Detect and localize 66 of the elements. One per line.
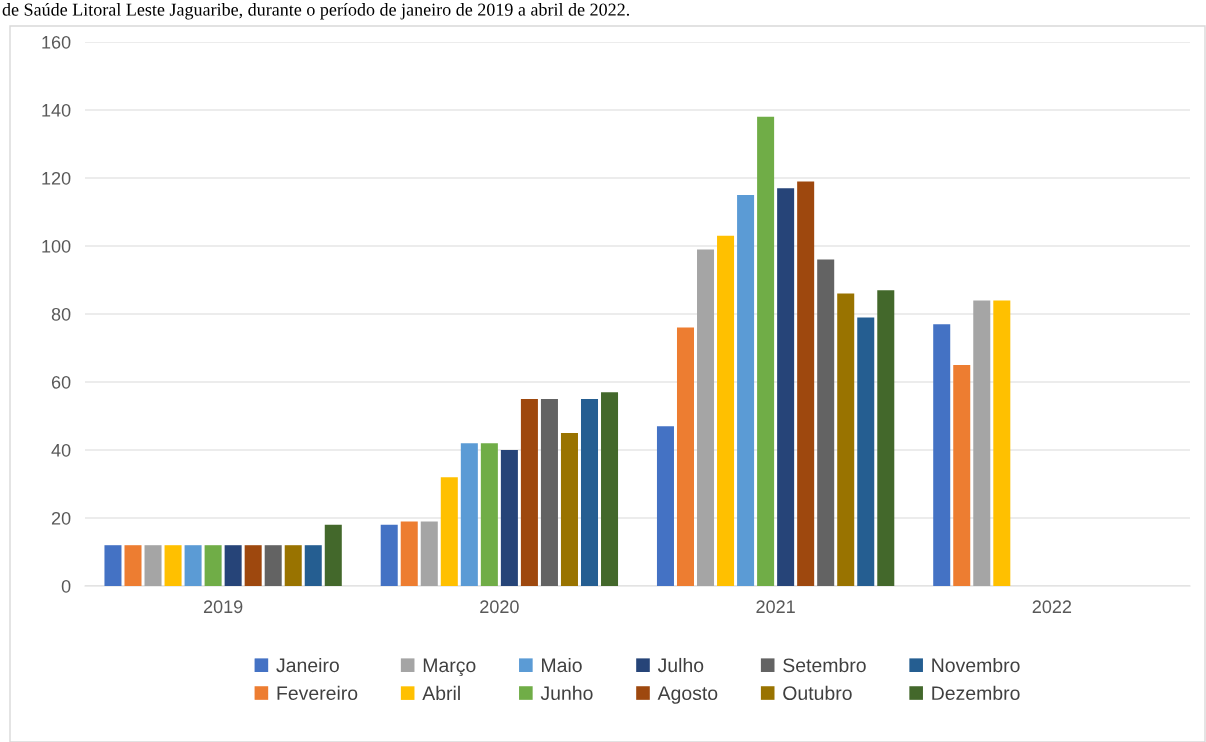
bar [817, 259, 835, 586]
bar [460, 443, 478, 586]
x-tick-label: 2022 [1032, 600, 1072, 614]
x-tick-label: 2020 [480, 600, 519, 614]
bar [697, 249, 715, 586]
bar [777, 188, 795, 586]
bar [877, 290, 895, 586]
legend-label: Julho [657, 657, 704, 673]
bar [380, 524, 398, 586]
bar [244, 545, 262, 586]
bar [440, 477, 458, 586]
legend-label: Agosto [657, 686, 718, 704]
bar [480, 443, 498, 586]
bar [400, 521, 418, 586]
bar [540, 399, 558, 586]
y-tick-label: 140 [42, 103, 71, 117]
legend-label: Junho [540, 685, 593, 701]
y-tick-label: 20 [51, 511, 71, 525]
y-tick-label: 60 [51, 375, 71, 389]
bar [717, 235, 735, 586]
bar [953, 365, 971, 586]
bar [284, 545, 302, 586]
bar [144, 545, 162, 586]
bar [204, 545, 222, 586]
bar [500, 450, 518, 586]
y-tick-label: 120 [42, 171, 71, 185]
bar [656, 426, 674, 586]
bar [580, 399, 599, 586]
legend-label: Maio [542, 657, 582, 673]
bar [797, 181, 815, 586]
bar [993, 300, 1011, 586]
y-tick-label: 100 [42, 239, 71, 253]
legend-label: Setembro [783, 657, 866, 673]
x-tick-label: 2019 [203, 600, 243, 614]
bar [973, 300, 991, 586]
bar [601, 392, 619, 586]
bar [324, 524, 342, 586]
bar [224, 545, 242, 586]
bar [737, 195, 755, 586]
legend-label: Fevereiro [277, 685, 358, 701]
bar [104, 545, 122, 586]
legend-label: Novembro [932, 657, 1020, 673]
x-tick-label: 2021 [756, 600, 795, 614]
bar [676, 327, 695, 586]
legend-label: Março [423, 658, 476, 677]
bar [857, 317, 875, 586]
bar [560, 433, 578, 586]
chart-title: de Saúde Litoral Leste Jaguaribe, durante o período de janeiro de 2019 a abril de 2022. [2, 3, 630, 20]
y-tick-label: 160 [42, 35, 71, 49]
bar [264, 545, 282, 586]
bar [757, 116, 775, 586]
bar [520, 399, 538, 586]
bar [304, 545, 322, 586]
bar [184, 545, 202, 586]
y-tick-label: 80 [51, 307, 71, 321]
legend-label: Abril [422, 685, 460, 701]
bar [164, 545, 182, 586]
legend-label: Dezembro [932, 685, 1020, 701]
bar [124, 545, 142, 586]
legend-label: Outubro [783, 685, 852, 701]
bar [420, 521, 438, 586]
bar [933, 324, 951, 586]
bar [837, 293, 855, 586]
legend-label: Janeiro [276, 657, 339, 673]
y-tick-label: 40 [51, 443, 71, 457]
y-tick-label: 0 [61, 579, 71, 593]
